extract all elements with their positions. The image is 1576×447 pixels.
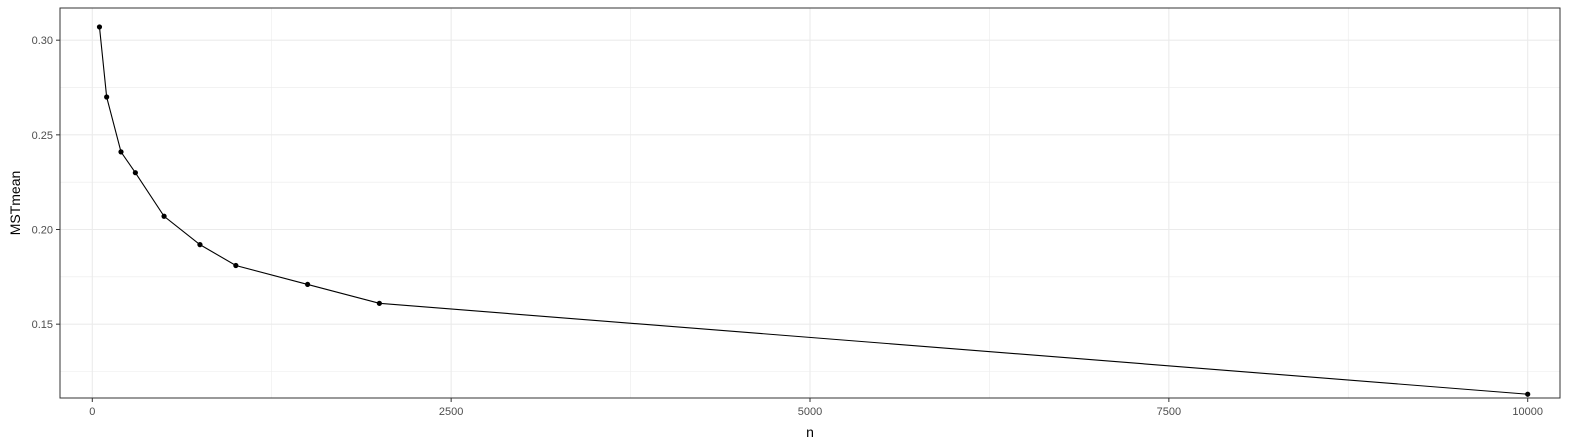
y-axis-title: MSTmean: [7, 171, 23, 236]
grid: [60, 8, 1560, 398]
x-tick-label: 0: [89, 406, 95, 418]
x-axis-title: n: [806, 424, 814, 440]
data-point: [197, 242, 203, 248]
data-point: [132, 170, 138, 176]
data-point: [104, 94, 110, 100]
x-tick-label: 7500: [1157, 406, 1181, 418]
x-tick-label: 10000: [1512, 406, 1543, 418]
y-tick-label: 0.30: [32, 35, 53, 47]
data-point: [233, 262, 239, 269]
y-tick-label: 0.15: [32, 319, 53, 331]
series-layer: [96, 24, 1531, 397]
data-point: [96, 24, 103, 30]
data-point: [376, 300, 382, 306]
x-tick-label: 5000: [798, 406, 822, 418]
y-tick-label: 0.25: [32, 130, 53, 142]
data-point: [305, 281, 311, 288]
data-point: [118, 149, 124, 155]
series-line: [98, 26, 1528, 395]
data-point: [1525, 391, 1531, 397]
x-tick-label: 2500: [439, 406, 463, 418]
y-tick-label: 0.20: [32, 225, 53, 237]
data-point: [161, 213, 167, 219]
axes: 0 2500 5000 7500 10000 0.15 0.20 0.25 0.30: [32, 35, 1543, 418]
